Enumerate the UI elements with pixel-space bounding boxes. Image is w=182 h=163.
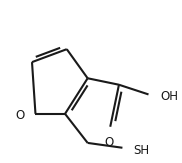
Text: SH: SH [133, 144, 149, 157]
Text: OH: OH [161, 89, 179, 103]
Text: O: O [15, 109, 24, 122]
Text: O: O [104, 136, 113, 149]
